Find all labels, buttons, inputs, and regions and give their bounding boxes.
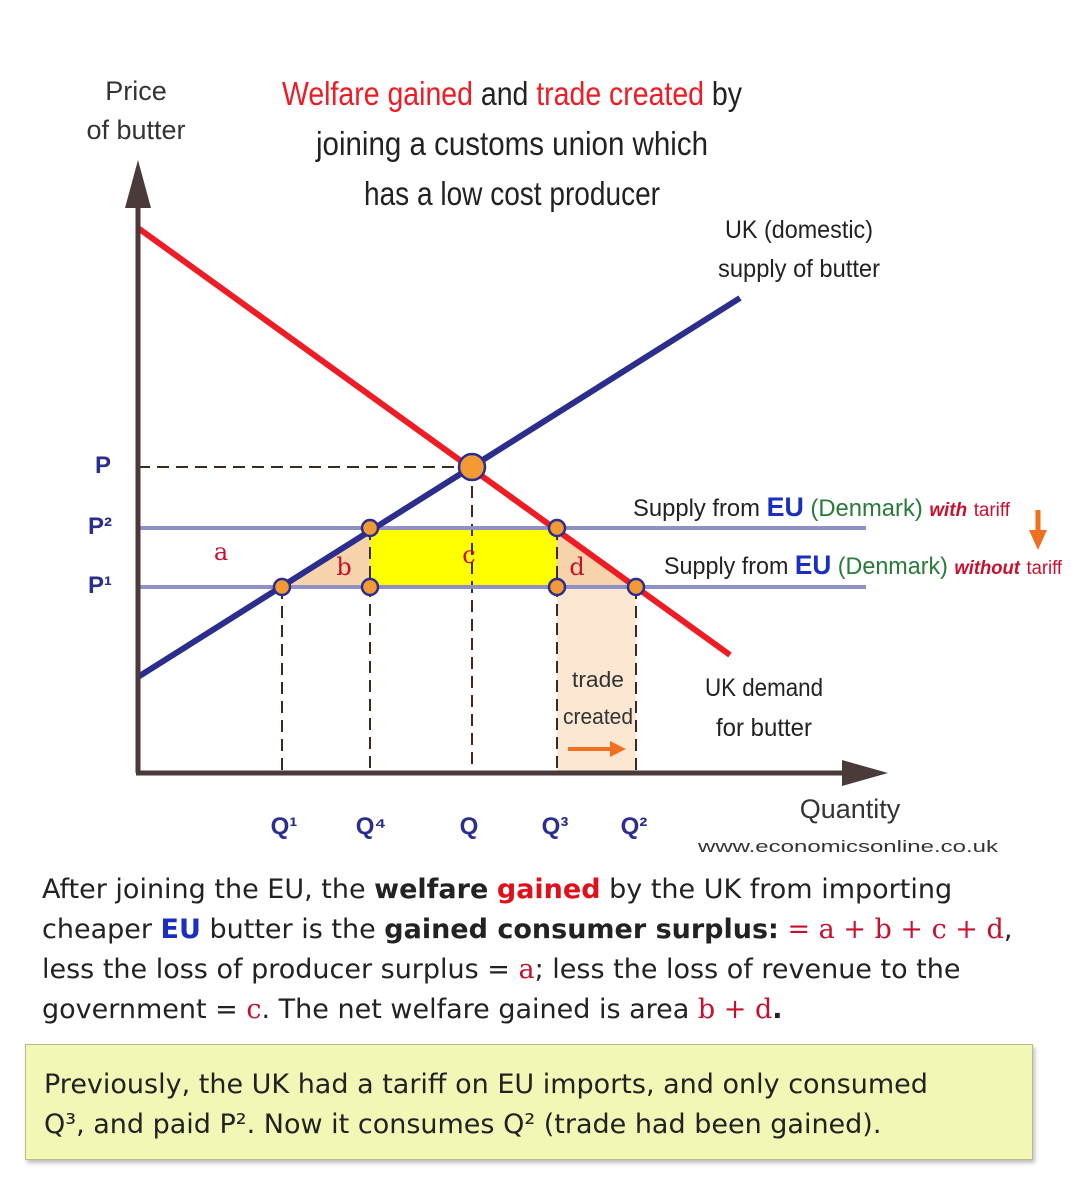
trade-created-label-line-2: created: [563, 704, 633, 729]
point-q4-p2: [360, 518, 380, 538]
uk-supply-label-line-2: supply of butter: [718, 255, 880, 283]
trade-created-arrow-head: [610, 741, 626, 757]
area-c: [370, 528, 557, 587]
explanation-line-1: After joining the EU, the welfare gained…: [42, 874, 953, 905]
y-axis-label-line-2: of butter: [86, 115, 185, 145]
diagram-title-line-2: joining a customs union which: [315, 125, 708, 162]
quantity-label-q1: Q¹: [271, 813, 298, 840]
y-axis-label-line-1: Price: [105, 76, 167, 106]
uk-demand-label-line-1: UK demand: [705, 674, 823, 702]
point-q3-p2: [547, 518, 567, 538]
source-url: www.economicsonline.co.uk: [697, 837, 999, 856]
quantity-label-q: Q: [460, 813, 479, 840]
point-q1-p1: [272, 577, 292, 597]
area-label-b: b: [336, 553, 351, 581]
note-line-1: Previously, the UK had a tariff on EU im…: [44, 1069, 928, 1100]
x-axis-label: Quantity: [800, 794, 901, 824]
note-line-2: Q³, and paid P². Now it consumes Q² (tra…: [44, 1109, 882, 1140]
explanation-paragraph: After joining the EU, the welfare gained…: [42, 870, 1042, 1030]
quantity-label-q4: Q⁴: [356, 813, 387, 840]
trade-created-label-line-1: trade: [572, 667, 624, 692]
explanation-line-4: government = c. The net welfare gained i…: [42, 994, 783, 1025]
point-q2-p1: [626, 577, 646, 597]
explanation-line-3: less the loss of producer surplus = a; l…: [42, 954, 961, 985]
uk-demand-label-line-2: for butter: [716, 714, 812, 742]
eu-supply-with-tariff-label: Supply from EU (Denmark) with tariff: [633, 492, 1011, 522]
diagram-title-line-3: has a low cost producer: [364, 175, 660, 212]
price-label-p2: P²: [88, 513, 112, 540]
quantity-label-q3: Q³: [542, 813, 569, 840]
y-axis-arrow: [125, 160, 151, 208]
eu-supply-without-tariff-label: Supply from EU (Denmark) without tariff: [664, 550, 1063, 580]
explanation-line-2: cheaper EU butter is the gained consumer…: [42, 914, 1013, 945]
equilibrium-point: [457, 452, 487, 482]
point-q4-p1: [360, 577, 380, 597]
price-label-p: P: [95, 452, 111, 479]
tariff-down-arrow-head: [1029, 530, 1047, 550]
diagram-title-line-1: Welfare gained and trade created by: [282, 75, 742, 112]
trade-created-area: [557, 587, 636, 773]
x-axis-arrow: [842, 760, 888, 786]
uk-supply-curve: [136, 295, 742, 680]
customs-union-diagram: Welfare gained and trade created by join…: [86, 75, 1063, 856]
area-label-c: c: [462, 541, 475, 569]
area-label-d: d: [569, 553, 584, 581]
uk-supply-label-line-1: UK (domestic): [725, 216, 873, 244]
area-label-a: a: [214, 538, 228, 566]
quantity-label-q2: Q²: [621, 813, 648, 840]
price-label-p1: P¹: [88, 572, 112, 599]
note-box: Previously, the UK had a tariff on EU im…: [25, 1044, 1033, 1160]
point-q3-p1: [547, 577, 567, 597]
